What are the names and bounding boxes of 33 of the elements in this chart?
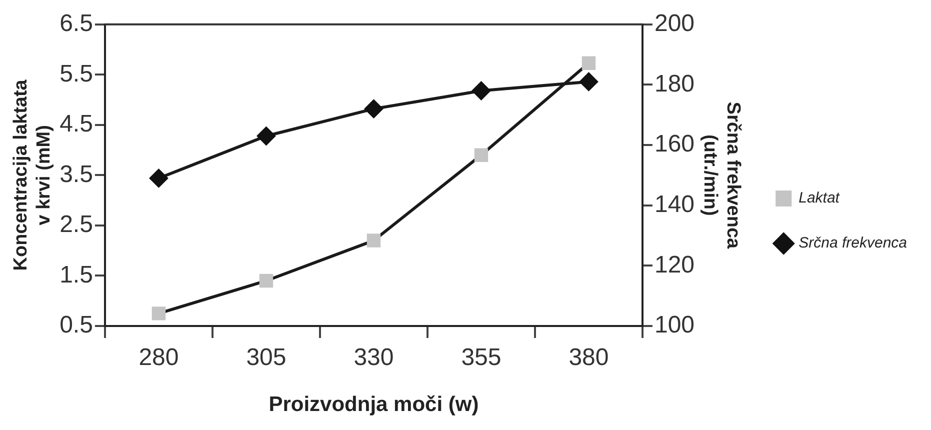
x-tick-label: 305	[246, 344, 286, 372]
point	[256, 126, 276, 146]
point	[152, 306, 166, 320]
y-tick-label: 5.5	[60, 60, 93, 88]
x-tick-label: 330	[354, 344, 394, 372]
y2-tick-label: 120	[654, 251, 695, 278]
y-tick-label: 3.5	[60, 160, 93, 188]
y2-tick-label: 200	[654, 10, 695, 38]
y-tick-label: 6.5	[60, 10, 93, 38]
y-tick-label: 2.5	[60, 211, 93, 238]
point	[579, 72, 598, 92]
y-tick-label: 1.5	[60, 261, 93, 288]
y2-tick-label: 140	[654, 190, 695, 218]
x-tick-label: 380	[568, 344, 609, 372]
point	[474, 148, 488, 162]
y-axis-title: Koncentracija laktata v krvi (mM)	[10, 79, 54, 271]
point	[472, 81, 491, 100]
y2-axis-title: Srčna frekvenca (utr./min)	[700, 102, 744, 250]
point	[366, 234, 381, 248]
y2-tick-label: 160	[654, 130, 695, 158]
x-tick-label: 280	[138, 344, 179, 372]
y2-tick-label: 100	[654, 312, 695, 339]
x-axis-title: Proizvodnja moči (w)	[268, 393, 479, 416]
y-tick-label: 4.5	[60, 110, 93, 138]
point	[259, 274, 274, 288]
x-tick-label: 355	[461, 344, 502, 372]
y2-tick-label: 180	[654, 70, 695, 98]
legend-label: Srčna frekvenca	[798, 234, 908, 252]
point	[149, 168, 168, 188]
y-tick-label: 0.5	[60, 312, 93, 339]
legend-label: Laktat	[798, 190, 840, 207]
point	[582, 56, 596, 70]
point	[364, 99, 384, 118]
